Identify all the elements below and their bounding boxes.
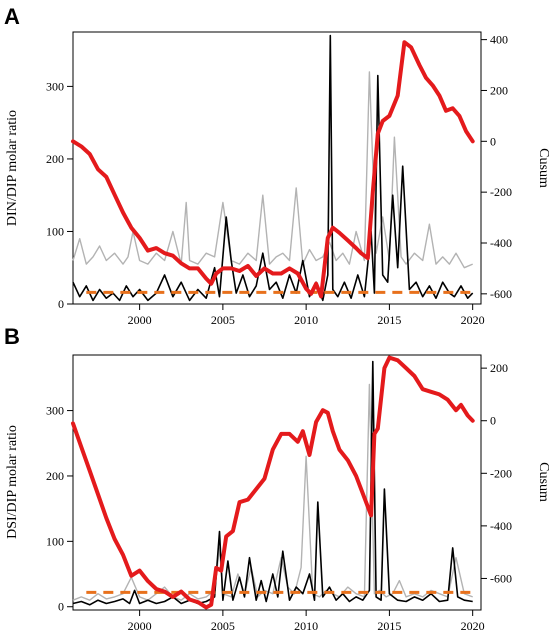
panel-b-y2-tick-label: 0 (490, 414, 496, 428)
panel-a-cusum-line (71, 40, 475, 299)
panel-b-y2-tick-label: -400 (490, 519, 512, 533)
panel-b-y-tick-label: 200 (46, 469, 64, 483)
panel-a-axes: 2000 2005 2010 2015 20200100200300-600-400-2… (46, 33, 512, 327)
panel-a-ratio-line-grey (72, 71, 473, 269)
panel-a-plot-frame (72, 31, 482, 305)
panel-a-y2-tick-label: -400 (490, 236, 512, 250)
panel-b-y-tick-label: 0 (58, 600, 64, 614)
panel-a-x-tick-label: 2020 (461, 313, 485, 327)
panel-b-ratio-line-grey (72, 383, 473, 601)
panel-a-x-tick-label: 2000 (128, 313, 152, 327)
panel-b-y2-tick-label: -200 (490, 466, 512, 480)
panel-b: B 2000 2005 2010 2015 20200100200300-600-400… (4, 324, 551, 633)
panel-a-series (71, 34, 477, 302)
panel-a-x-tick-label: 2005 (211, 313, 235, 327)
panel-a-y-tick-label: 0 (58, 297, 64, 311)
panel-a-y2-tick-label: 0 (490, 134, 496, 148)
panel-a-x-tick-label: 2015 (377, 313, 401, 327)
panel-b-x-tick-label: 2015 (377, 619, 401, 633)
panel-a-y-axis-title: DIN/DIP molar ratio (5, 110, 20, 226)
panel-b-y2-tick-label: 200 (490, 361, 508, 375)
panel-a-y2-tick-label: -200 (490, 185, 512, 199)
panel-b-series (71, 355, 477, 610)
panel-b-y-tick-label: 100 (46, 534, 64, 548)
panel-a-y-tick-label: 200 (46, 152, 64, 166)
panel-a: A 2000 2005 2010 2015 20200100200300-600-400… (4, 4, 551, 327)
panel-a-y2-tick-label: -600 (490, 287, 512, 301)
panel-b-y-tick-label: 300 (46, 404, 64, 418)
panel-a-letter: A (4, 4, 20, 29)
panel-a-y2-tick-label: 200 (490, 83, 508, 97)
panel-b-y2-axis-title: Cusum (536, 462, 551, 502)
panel-b-axes: 2000 2005 2010 2015 20200100200300-600-400-2… (46, 361, 512, 633)
panel-a-y2-tick-label: 400 (490, 33, 508, 47)
panel-b-x-tick-label: 2000 (128, 619, 152, 633)
panel-b-x-tick-label: 2020 (461, 619, 485, 633)
panel-b-y2-tick-label: -600 (490, 571, 512, 585)
panel-a-y2-axis-title: Cusum (536, 148, 551, 188)
panel-a-y-tick-label: 300 (46, 79, 64, 93)
panel-b-ratio-line-black (72, 360, 473, 606)
panel-b-letter: B (4, 324, 20, 349)
panel-b-plot-frame (72, 354, 482, 611)
panel-b-x-tick-label: 2005 (211, 619, 235, 633)
panel-a-x-tick-label: 2010 (294, 313, 318, 327)
panel-a-y-tick-label: 100 (46, 224, 64, 238)
panel-b-x-tick-label: 2010 (294, 619, 318, 633)
panel-b-y-axis-title: DSI/DIP molar ratio (5, 425, 20, 539)
panel-b-cusum-line (71, 355, 475, 610)
panel-a-ratio-line-black (72, 34, 474, 302)
